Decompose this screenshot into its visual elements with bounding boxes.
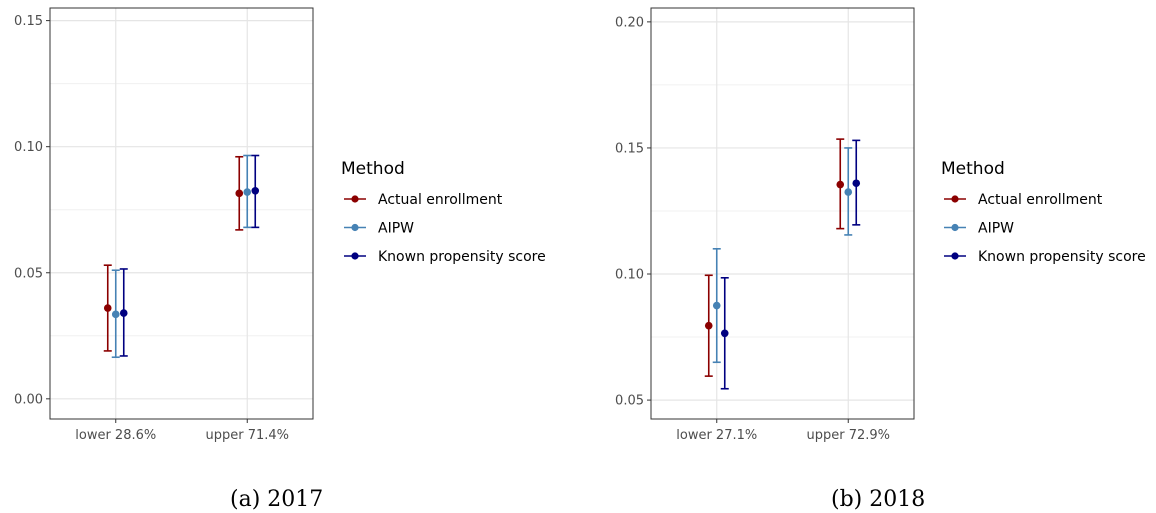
point (251, 187, 260, 195)
point (836, 180, 845, 189)
point (235, 189, 244, 198)
point (844, 188, 853, 196)
point (704, 321, 713, 330)
y-tick-label: 0.10 (615, 268, 644, 283)
x-tick-label: upper 72.9% (806, 428, 890, 443)
legend-key-point (951, 195, 959, 203)
point (119, 309, 128, 317)
point (243, 188, 252, 196)
chart-2017: 0.00 0.05 0.10 0.15 lower 28.6% upper 71.4% Me… (14, 7, 546, 443)
y-tick-label: 0.00 (14, 392, 43, 407)
y-tick-label: 0.15 (615, 141, 644, 156)
y-tick-label: 0.05 (14, 266, 43, 281)
legend-label: AIPW (378, 221, 414, 237)
y-tick-label: 0.10 (14, 140, 43, 155)
x-tick-label: upper 71.4% (205, 428, 289, 443)
legend-label: Known propensity score (978, 249, 1146, 265)
point (720, 329, 729, 338)
chart-2018: 0.05 0.10 0.15 0.20 lower 27.1% upper 72.9% Me… (615, 7, 1146, 443)
point (712, 301, 721, 310)
panel-background (50, 8, 313, 419)
y-tick-label: 0.15 (14, 14, 43, 29)
legend-key-point (951, 252, 959, 260)
x-tick-label: lower 27.1% (676, 428, 757, 443)
legend-title: Method (941, 159, 1005, 179)
legend-title: Method (341, 159, 405, 179)
legend-label: Actual enrollment (978, 192, 1103, 208)
legend-key-point (951, 223, 959, 232)
panel-background (651, 8, 914, 419)
legend-key-point (351, 195, 359, 203)
x-tick-label: lower 28.6% (75, 428, 156, 443)
panel-border (49, 7, 314, 420)
caption-2017: (a) 2017 (230, 487, 324, 512)
y-tick-label: 0.20 (615, 15, 644, 30)
y-tick-label: 0.05 (615, 394, 644, 409)
point (852, 179, 861, 188)
caption-2018: (b) 2018 (831, 487, 926, 512)
legend-key-point (351, 252, 359, 260)
panel-border (650, 7, 915, 420)
legend-label: Known propensity score (378, 249, 546, 265)
point (111, 310, 120, 319)
legend-label: Actual enrollment (378, 192, 503, 208)
point (103, 304, 112, 312)
legend-label: AIPW (978, 221, 1014, 237)
legend-key-point (351, 223, 359, 232)
